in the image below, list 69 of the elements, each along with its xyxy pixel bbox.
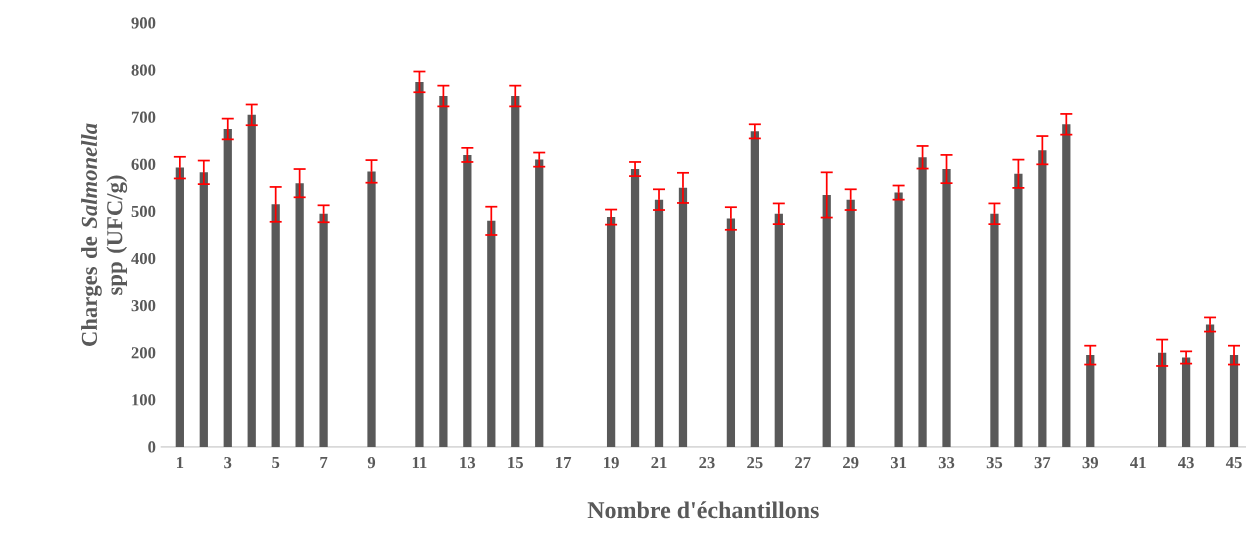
x-tick-label: 31 — [890, 457, 907, 469]
x-tick-label: 3 — [224, 457, 232, 469]
x-tick-label: 35 — [986, 457, 1003, 469]
bar — [1038, 150, 1047, 447]
bar — [1158, 352, 1167, 447]
bar — [1062, 124, 1071, 447]
bar — [415, 81, 424, 447]
y-tick-label: 900 — [131, 17, 156, 29]
x-tick-label: 33 — [938, 457, 955, 469]
x-tick-label: 39 — [1082, 457, 1099, 469]
bar — [511, 96, 520, 447]
bar — [822, 194, 831, 447]
bar — [247, 114, 256, 447]
x-tick-label: 17 — [556, 457, 572, 469]
y-tick-label: 300 — [131, 300, 156, 312]
bar — [463, 154, 472, 447]
y-tick-label: 800 — [131, 64, 156, 76]
bar — [271, 204, 280, 447]
bar — [918, 157, 927, 447]
bar — [846, 199, 855, 447]
x-tick-label: 11 — [412, 457, 427, 469]
x-axis-title: Nombre d'échantillons — [587, 501, 819, 519]
x-tick-label: 21 — [651, 457, 667, 469]
x-tick-label: 45 — [1225, 457, 1242, 469]
bar — [439, 96, 448, 447]
bar — [678, 187, 688, 447]
x-tick-label: 23 — [699, 457, 715, 469]
bar — [654, 199, 664, 447]
y-tick-label: 500 — [131, 205, 156, 218]
y-tick-label: 400 — [131, 252, 156, 265]
bar — [1014, 173, 1023, 447]
bar — [487, 220, 496, 447]
y-tick-label: 0 — [148, 441, 156, 453]
x-tick-label: 37 — [1034, 457, 1051, 469]
bar — [535, 159, 544, 447]
bar — [175, 167, 184, 447]
bar — [630, 169, 640, 447]
x-tick-label: 7 — [320, 457, 328, 468]
bar — [295, 183, 304, 447]
bar — [1205, 324, 1215, 447]
x-tick-label: 9 — [367, 457, 376, 469]
bar — [750, 131, 759, 447]
bar — [1181, 357, 1191, 447]
x-tick-label: 25 — [747, 457, 763, 469]
bar — [319, 213, 328, 447]
bar — [942, 169, 951, 447]
x-tick-label: 1 — [177, 457, 184, 469]
y-tick-label: 200 — [131, 347, 156, 359]
bar — [774, 213, 783, 447]
bar — [223, 128, 232, 447]
bar — [367, 171, 376, 447]
x-tick-label: 13 — [460, 457, 476, 469]
x-tick-label: 29 — [843, 457, 859, 469]
bar — [606, 217, 616, 447]
x-tick-label: 41 — [1130, 457, 1146, 469]
bar — [726, 218, 736, 447]
y-tick-label: 600 — [131, 158, 156, 170]
bar — [894, 192, 903, 447]
bar — [990, 213, 999, 447]
x-tick-label: 27 — [795, 457, 811, 469]
bar — [1229, 355, 1239, 447]
x-tick-label: 43 — [1178, 457, 1194, 469]
y-tick-label: 700 — [131, 111, 156, 123]
x-tick-label: 5 — [272, 457, 280, 469]
bar — [1086, 355, 1095, 447]
x-tick-label: 15 — [508, 457, 523, 469]
x-tick-label: 19 — [604, 457, 619, 469]
y-tick-label: 100 — [132, 394, 156, 406]
bar — [199, 172, 208, 447]
